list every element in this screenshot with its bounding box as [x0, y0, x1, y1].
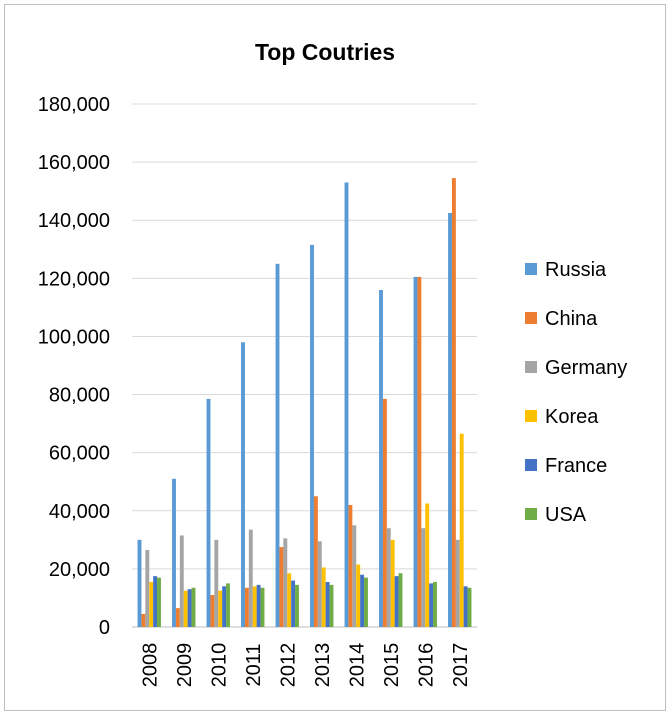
bar-france [429, 583, 434, 627]
x-tick-label: 2014 [346, 643, 368, 688]
bar-france [222, 586, 227, 627]
x-tick-label: 2009 [174, 643, 196, 688]
bar-germany [248, 529, 253, 627]
bar-usa [433, 581, 437, 627]
bar-germany [283, 538, 288, 627]
bar-france [325, 581, 330, 627]
bar-russia [344, 182, 349, 627]
y-tick-label: 20,000 [49, 559, 110, 581]
bar-usa [157, 577, 161, 627]
y-tick-label: 120,000 [38, 268, 110, 290]
bar-germany [352, 525, 357, 627]
legend-label-usa: USA [545, 504, 587, 526]
bar-france [291, 580, 296, 627]
bar-korea [321, 567, 326, 627]
bar-france [463, 586, 468, 627]
bar-russia [379, 289, 383, 627]
x-tick-label: 2013 [312, 643, 334, 688]
bar-korea [218, 590, 223, 627]
bar-china [382, 398, 387, 627]
bar-france [256, 584, 261, 627]
legend-label-russia: Russia [545, 259, 607, 281]
bar-germany [421, 528, 426, 627]
bar-china [141, 613, 146, 627]
bar-usa [226, 583, 230, 627]
bar-russia [310, 244, 314, 628]
bar-germany [317, 541, 322, 627]
bar-france [394, 576, 399, 627]
bar-france [360, 574, 365, 627]
legend-label-france: France [545, 455, 607, 477]
legend-label-china: China [545, 308, 598, 330]
bar-russia [448, 212, 452, 628]
y-tick-label: 180,000 [38, 94, 110, 116]
y-tick-label: 0 [99, 617, 110, 639]
bar-usa [467, 587, 472, 627]
y-tick-label: 40,000 [49, 501, 110, 523]
legend-swatch-usa [525, 508, 537, 520]
bar-korea [425, 503, 430, 627]
legend-swatch-russia [525, 263, 537, 275]
x-tick-label: 2016 [415, 643, 437, 688]
legend-swatch-france [525, 459, 537, 471]
bar-korea [287, 573, 292, 627]
bar-usa [364, 577, 368, 627]
bar-russia [241, 342, 245, 627]
bar-germany [145, 550, 150, 627]
bar-china [279, 547, 284, 627]
bar-russia [172, 478, 176, 627]
x-tick-label: 2010 [208, 643, 230, 688]
bar-korea [149, 581, 154, 627]
bar-russia [206, 398, 211, 627]
bar-usa [329, 584, 334, 627]
bar-germany [179, 535, 184, 627]
bar-russia [137, 539, 142, 627]
bar-korea [252, 586, 257, 627]
legend-label-korea: Korea [545, 406, 599, 428]
bar-korea [356, 564, 361, 627]
bar-china [313, 496, 318, 627]
bar-usa [260, 587, 265, 627]
legend: Russia China Germany Korea France USA [525, 259, 627, 526]
bar-russia [275, 263, 280, 627]
bar-korea [183, 590, 188, 627]
bar-usa [191, 587, 196, 627]
legend-swatch-korea [525, 410, 537, 422]
bar-china [417, 276, 422, 627]
bar-korea [459, 433, 464, 627]
x-tick-label: 2008 [139, 643, 161, 688]
bar-russia [413, 276, 418, 627]
x-tick-label: 2011 [243, 643, 265, 686]
legend-swatch-china [525, 312, 537, 324]
bar-usa [295, 584, 299, 627]
bars [137, 178, 472, 628]
chart-frame [4, 4, 666, 711]
x-tick-label: 2015 [381, 643, 403, 688]
x-tick-label: 2017 [450, 643, 472, 688]
y-tick-label: 80,000 [49, 385, 110, 407]
legend-label-germany: Germany [545, 357, 627, 379]
chart-title: Top Coutries [255, 39, 395, 65]
x-tick-label: 2012 [277, 643, 299, 688]
bar-china [210, 595, 215, 627]
legend-swatch-germany [525, 361, 537, 373]
bar-china [244, 587, 249, 627]
bar-germany [455, 539, 460, 627]
bar-korea [390, 539, 395, 627]
bar-germany [214, 539, 219, 627]
y-tick-label: 140,000 [38, 210, 110, 232]
x-axis-ticks: 2008 2009 2010 2011 2012 2013 2014 2015 2016 2017 [139, 643, 472, 688]
bar-china [348, 504, 353, 627]
y-tick-label: 160,000 [38, 152, 110, 174]
bar-china [451, 178, 456, 627]
bar-germany [386, 528, 391, 627]
y-axis-ticks: 0 20,000 40,000 60,000 80,000 100,000 120,000 1… [38, 94, 110, 639]
bar-usa [398, 573, 403, 627]
bar-china [175, 608, 180, 627]
bar-france [153, 576, 158, 627]
bar-france [187, 589, 192, 627]
y-tick-label: 60,000 [49, 443, 110, 465]
y-tick-label: 100,000 [38, 326, 110, 348]
